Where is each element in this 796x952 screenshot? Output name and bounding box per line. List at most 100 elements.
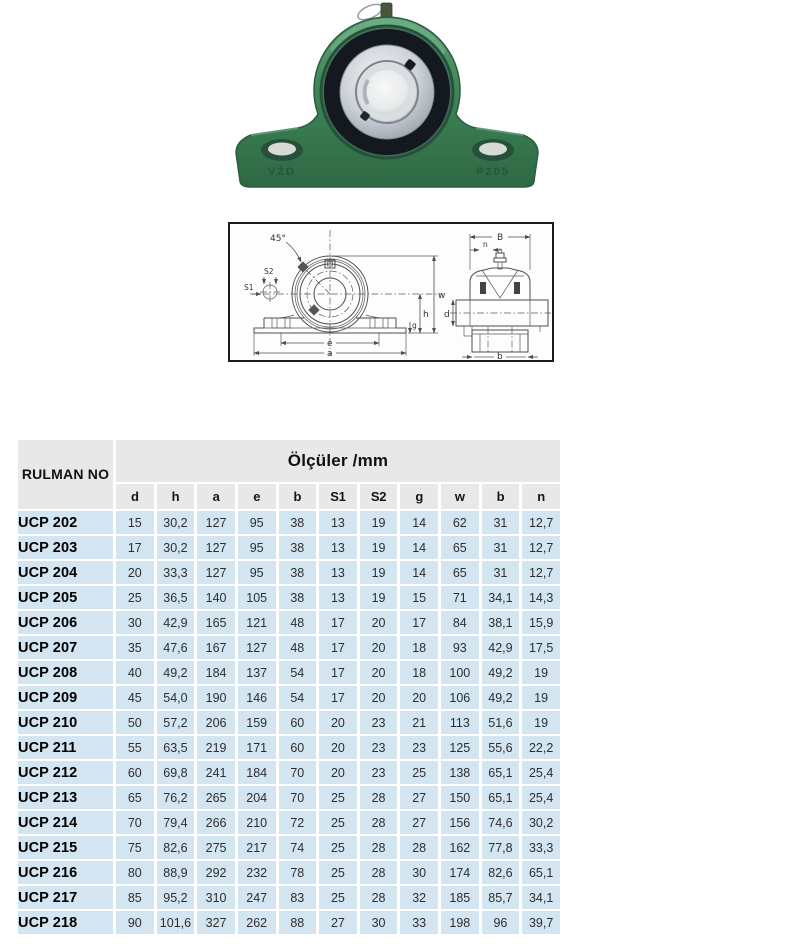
dimension-value-cell: 38 bbox=[278, 561, 317, 584]
column-header: g bbox=[400, 484, 438, 509]
dimension-value-cell: 25 bbox=[400, 761, 438, 784]
bearing-photo-illustration: VŽD P205 bbox=[235, 2, 539, 188]
bearing-insert bbox=[319, 24, 455, 160]
dimension-value-cell: 47,6 bbox=[156, 636, 195, 659]
dimension-value-cell: 162 bbox=[441, 836, 479, 859]
dimension-value-cell: 25 bbox=[319, 836, 357, 859]
dimension-value-cell: 80 bbox=[116, 861, 154, 884]
dimension-value-cell: 90 bbox=[116, 911, 154, 934]
dimension-value-cell: 23 bbox=[359, 761, 398, 784]
column-header: b bbox=[481, 484, 520, 509]
dimension-value-cell: 55 bbox=[116, 736, 154, 759]
dimension-value-cell: 20 bbox=[359, 636, 398, 659]
column-header: S2 bbox=[359, 484, 398, 509]
dimension-value-cell: 20 bbox=[359, 661, 398, 684]
bearing-no-cell: UCP 213 bbox=[18, 786, 113, 809]
dimension-value-cell: 185 bbox=[441, 886, 479, 909]
table-row: UCP 215 75 82,6 275 217 74 25 28 28 162 77,8 33,3 bbox=[18, 836, 560, 859]
dimension-value-cell: 48 bbox=[278, 611, 317, 634]
dimension-value-cell: 30 bbox=[400, 861, 438, 884]
group-header-cell: Ölçüler /mm bbox=[116, 440, 560, 482]
dimension-value-cell: 265 bbox=[197, 786, 235, 809]
dimension-value-cell: 42,9 bbox=[481, 636, 520, 659]
dimension-value-cell: 14 bbox=[400, 561, 438, 584]
dimension-value-cell: 20 bbox=[359, 686, 398, 709]
dimension-value-cell: 48 bbox=[278, 636, 317, 659]
dimension-value-cell: 12,7 bbox=[522, 561, 560, 584]
column-header: e bbox=[237, 484, 276, 509]
dim-a-label: a bbox=[327, 349, 333, 359]
table-row: UCP 203 17 30,2 127 95 38 13 19 14 65 31 12,7 bbox=[18, 536, 560, 559]
column-header: n bbox=[522, 484, 560, 509]
bearing-no-cell: UCP 203 bbox=[18, 536, 113, 559]
dimension-value-cell: 62 bbox=[441, 511, 479, 534]
dimension-value-cell: 15,9 bbox=[522, 611, 560, 634]
dim-g-label: g bbox=[412, 321, 417, 330]
dimension-value-cell: 100 bbox=[441, 661, 479, 684]
dimension-value-cell: 82,6 bbox=[156, 836, 195, 859]
dimension-value-cell: 190 bbox=[197, 686, 235, 709]
dimension-value-cell: 28 bbox=[359, 786, 398, 809]
dimension-value-cell: 38 bbox=[278, 536, 317, 559]
dimension-value-cell: 36,5 bbox=[156, 586, 195, 609]
dimension-value-cell: 30,2 bbox=[156, 511, 195, 534]
dimension-value-cell: 54 bbox=[278, 661, 317, 684]
dimension-value-cell: 88 bbox=[278, 911, 317, 934]
bearing-no-cell: UCP 207 bbox=[18, 636, 113, 659]
dimension-value-cell: 127 bbox=[197, 536, 235, 559]
dimension-value-cell: 71 bbox=[441, 586, 479, 609]
dimension-value-cell: 65,1 bbox=[481, 786, 520, 809]
dimension-value-cell: 57,2 bbox=[156, 711, 195, 734]
dimension-value-cell: 79,4 bbox=[156, 811, 195, 834]
column-header: w bbox=[441, 484, 479, 509]
dimension-value-cell: 232 bbox=[237, 861, 276, 884]
dimension-value-cell: 28 bbox=[400, 836, 438, 859]
dimension-value-cell: 20 bbox=[319, 736, 357, 759]
dimension-value-cell: 75 bbox=[116, 836, 154, 859]
table-row: UCP 212 60 69,8 241 184 70 20 23 25 138 65,1 25,4 bbox=[18, 761, 560, 784]
dimension-value-cell: 82,6 bbox=[481, 861, 520, 884]
dimension-value-cell: 241 bbox=[197, 761, 235, 784]
dimension-value-cell: 17 bbox=[319, 611, 357, 634]
side-view: B n bbox=[444, 233, 551, 360]
dimension-value-cell: 50 bbox=[116, 711, 154, 734]
dimension-value-cell: 33,3 bbox=[156, 561, 195, 584]
dimension-value-cell: 105 bbox=[237, 586, 276, 609]
dimension-value-cell: 167 bbox=[197, 636, 235, 659]
dimension-value-cell: 74 bbox=[278, 836, 317, 859]
mounting-hole-left bbox=[261, 139, 303, 161]
dimension-value-cell: 21 bbox=[400, 711, 438, 734]
dim-B-label: B bbox=[497, 233, 503, 243]
technical-diagram: 45° S2 S1 w h bbox=[228, 222, 554, 362]
dimension-value-cell: 95,2 bbox=[156, 886, 195, 909]
dimension-value-cell: 72 bbox=[278, 811, 317, 834]
dimension-value-cell: 40 bbox=[116, 661, 154, 684]
dimension-value-cell: 17 bbox=[116, 536, 154, 559]
dim-h-label: h bbox=[423, 310, 429, 320]
table-row: UCP 214 70 79,4 266 210 72 25 28 27 156 74,6 30,2 bbox=[18, 811, 560, 834]
table-row: UCP 210 50 57,2 206 159 60 20 23 21 113 51,6 19 bbox=[18, 711, 560, 734]
dimension-value-cell: 184 bbox=[197, 661, 235, 684]
dimension-value-cell: 30,2 bbox=[522, 811, 560, 834]
dimension-value-cell: 55,6 bbox=[481, 736, 520, 759]
dimension-value-cell: 27 bbox=[400, 811, 438, 834]
dimension-value-cell: 31 bbox=[481, 536, 520, 559]
dimension-value-cell: 28 bbox=[359, 886, 398, 909]
dimension-value-cell: 19 bbox=[359, 511, 398, 534]
dimension-value-cell: 28 bbox=[359, 861, 398, 884]
dimension-value-cell: 174 bbox=[441, 861, 479, 884]
bearing-no-cell: UCP 204 bbox=[18, 561, 113, 584]
dimension-value-cell: 38,1 bbox=[481, 611, 520, 634]
dimension-value-cell: 39,7 bbox=[522, 911, 560, 934]
dimension-value-cell: 25 bbox=[319, 886, 357, 909]
dimension-value-cell: 13 bbox=[319, 561, 357, 584]
table-row: UCP 208 40 49,2 184 137 54 17 20 18 100 49,2 19 bbox=[18, 661, 560, 684]
dimension-value-cell: 18 bbox=[400, 636, 438, 659]
dimension-value-cell: 65 bbox=[441, 536, 479, 559]
dimension-value-cell: 60 bbox=[278, 736, 317, 759]
dimension-value-cell: 18 bbox=[400, 661, 438, 684]
dimension-value-cell: 137 bbox=[237, 661, 276, 684]
dimension-value-cell: 95 bbox=[237, 536, 276, 559]
table-row: UCP 217 85 95,2 310 247 83 25 28 32 185 85,7 34,1 bbox=[18, 886, 560, 909]
